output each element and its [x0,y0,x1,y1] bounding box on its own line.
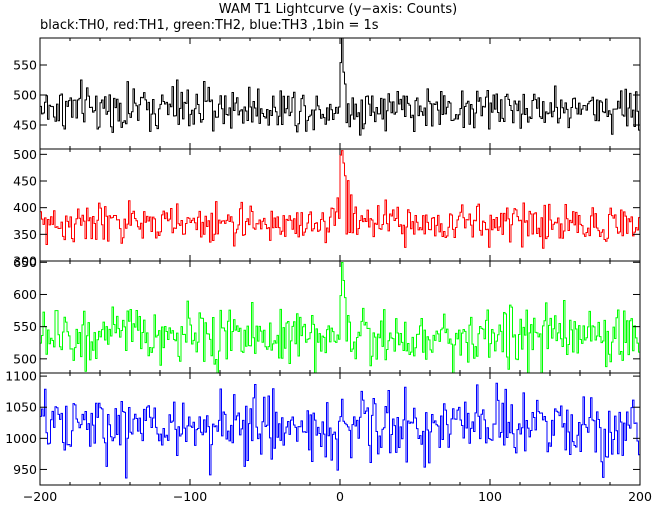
y-tick-label: 550 [13,319,37,334]
y-tick-label: 350 [13,227,37,242]
panel-th0: 450 500 550 [13,37,641,150]
chart-subtitle: black:TH0, red:TH1, green:TH2, blue:TH3 … [40,18,379,33]
y-tick-label: 450 [13,174,37,189]
x-tick-label: 100 [478,489,502,504]
y-tick-label: 450 [13,118,37,133]
y-tick-label: 300 [13,254,37,269]
series-line-th0 [40,38,640,136]
panels-group: 450 500 550 300 350 400 450 500 500 550 600 650 950 1… [5,37,641,486]
y-tick-label: 950 [13,462,37,477]
y-tick-label: 400 [13,200,37,215]
x-tick-label: 200 [628,489,652,504]
y-tick-label: 600 [13,287,37,302]
series-line-th1 [40,150,640,249]
panel-th2: 500 550 600 650 [13,255,641,374]
y-tick-label: 500 [13,147,37,162]
y-tick-label: 550 [13,58,37,73]
series-line-th3 [40,377,640,479]
y-tick-label: 650 [13,255,37,270]
chart-title: WAM T1 Lightcurve (y−axis: Counts) [219,2,457,17]
y-tick-label: 1100 [5,369,37,384]
x-tick-label: 0 [336,489,344,504]
x-tick-label: −200 [23,489,57,504]
panel-th3: 950 1000 1050 1100 [5,369,641,486]
x-axis: −200 −100 0 100 200 [23,489,652,504]
y-tick-label: 500 [13,351,37,366]
series-line-th2 [40,262,640,373]
y-tick-label: 1050 [5,400,37,415]
y-tick-label: 1000 [5,431,37,446]
x-tick-label: −100 [173,489,207,504]
y-tick-label: 500 [13,88,37,103]
panel-th1: 300 350 400 450 500 [13,147,641,269]
